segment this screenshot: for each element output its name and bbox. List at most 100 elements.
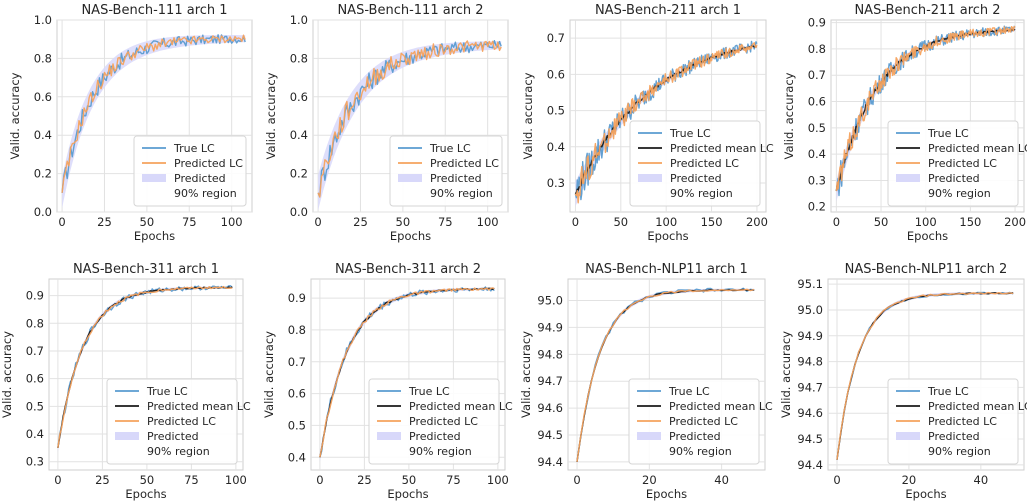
y-tick-label: 0.4 <box>547 140 565 154</box>
x-tick-label: 40 <box>714 473 729 487</box>
legend-entry-label: Predicted <box>670 172 722 185</box>
y-tick-label: 0.6 <box>26 372 44 386</box>
y-tick-label: 95.0 <box>797 303 823 317</box>
y-tick-label: 95.1 <box>797 277 823 291</box>
x-tick-label: 0 <box>572 215 579 229</box>
predicted-lc-line <box>836 291 1014 460</box>
y-tick-label: 0.5 <box>288 418 306 432</box>
legend-entry-label: True LC <box>669 127 711 140</box>
legend-entry-label: Predicted LC <box>174 157 243 170</box>
panel-title: NAS-Bench-NLP11 arch 1 <box>585 262 748 277</box>
y-tick-label: 0.2 <box>34 167 52 181</box>
y-tick-label: 0.5 <box>547 104 565 118</box>
x-axis-label: Epochs <box>125 487 166 501</box>
legend-entry-label: Predicted <box>928 172 980 185</box>
y-tick-label: 0.8 <box>26 316 44 330</box>
y-tick-label: 94.9 <box>537 320 563 334</box>
legend: True LC Predicted mean LC Predicted LC Pred… <box>368 378 513 465</box>
legend-swatch-region <box>896 432 920 440</box>
x-axis-label: Epochs <box>647 229 688 243</box>
panel-title: NAS-Bench-NLP11 arch 2 <box>845 262 1008 277</box>
x-tick-label: 100 <box>477 215 499 229</box>
y-tick-label: 94.9 <box>797 329 823 343</box>
chart-panel: 0 25 50 75 100 0.0 0.2 0.4 0.6 0.8 1.0 NAS-Bench-11… <box>264 3 509 243</box>
legend: True LC Predicted mean LC Predicted LC Pred… <box>106 378 251 465</box>
chart-panel: 0 25 50 75 100 0.4 0.5 0.6 0.7 0.8 0.9 NAS-Bench-31… <box>262 262 513 501</box>
legend-entry-label: Predicted <box>409 430 461 443</box>
legend-swatch-region <box>398 174 422 182</box>
y-tick-label: 94.8 <box>537 347 563 361</box>
y-tick-label: 95.0 <box>537 294 563 308</box>
y-tick-label: 0.7 <box>26 344 44 358</box>
y-tick-label: 1.0 <box>34 13 52 27</box>
x-axis-label: Epochs <box>390 229 431 243</box>
legend-entry-label: Predicted <box>147 430 199 443</box>
predicted-lc-line <box>576 288 755 463</box>
predicted-lc-line <box>835 25 1016 192</box>
y-tick-label: 0.4 <box>288 450 306 464</box>
x-tick-label: 0 <box>833 215 840 229</box>
y-tick-label: 94.4 <box>797 458 823 472</box>
x-tick-label: 50 <box>874 215 889 229</box>
y-axis-label: Valid. accuracy <box>8 72 22 159</box>
x-tick-label: 200 <box>1004 215 1026 229</box>
panel-title: NAS-Bench-211 arch 1 <box>595 3 741 18</box>
legend-entry-label: 90% region <box>409 445 472 458</box>
x-tick-label: 100 <box>225 473 247 487</box>
x-tick-label: 50 <box>402 473 417 487</box>
y-tick-label: 94.5 <box>537 428 563 442</box>
y-tick-label: 0.6 <box>808 95 826 109</box>
y-tick-label: 0.7 <box>288 355 306 369</box>
x-tick-label: 20 <box>902 473 917 487</box>
y-tick-label: 0.6 <box>290 90 308 104</box>
y-tick-label: 0.5 <box>808 121 826 135</box>
true-lc-line <box>61 34 246 193</box>
y-tick-label: 0.6 <box>547 67 565 81</box>
legend-box <box>628 378 760 465</box>
panel-title: NAS-Bench-111 arch 2 <box>337 3 483 18</box>
chart-panel: 0 50 100 150 200 0.2 0.3 0.4 0.5 0.6 0.7 0.8 0.9 NAS-… <box>782 3 1027 243</box>
x-tick-label: 0 <box>58 215 65 229</box>
legend-entry-label: Predicted LC <box>669 415 738 428</box>
legend-swatch-region <box>896 174 920 182</box>
legend-box <box>629 120 761 207</box>
y-tick-label: 94.7 <box>797 380 823 394</box>
legend-box <box>389 135 503 207</box>
legend-entry-label: 90% region <box>147 445 210 458</box>
y-tick-label: 0.2 <box>290 167 308 181</box>
legend-entry-label: 90% region <box>174 187 237 200</box>
x-tick-label: 50 <box>613 215 628 229</box>
y-tick-label: 0.3 <box>26 455 44 469</box>
chart-panel: 0 20 40 94.4 94.5 94.6 94.7 94.8 94.9 95.0 NAS-Ben… <box>519 262 773 501</box>
y-axis-label: Valid. accuracy <box>264 72 278 159</box>
x-tick-label: 200 <box>746 215 768 229</box>
legend-entry-label: Predicted LC <box>430 157 499 170</box>
legend-box <box>133 135 247 207</box>
y-tick-label: 0.7 <box>808 68 826 82</box>
x-tick-label: 0 <box>314 215 321 229</box>
legend-entry-label: Predicted <box>174 172 226 185</box>
chart-panel: 0 25 50 75 100 0.3 0.4 0.5 0.6 0.7 0.8 0.9 NAS-Bench… <box>0 262 251 501</box>
predicted-lc-line <box>574 42 758 204</box>
x-tick-label: 25 <box>357 473 372 487</box>
y-tick-label: 94.4 <box>537 455 563 469</box>
y-tick-label: 0.4 <box>808 147 826 161</box>
x-tick-label: 100 <box>655 215 677 229</box>
y-axis-label: Valid. accuracy <box>782 72 796 159</box>
legend-box <box>106 378 238 465</box>
legend-entry-label: True LC <box>429 142 471 155</box>
x-tick-label: 100 <box>487 473 509 487</box>
y-tick-label: 0.6 <box>34 90 52 104</box>
y-tick-label: 0.7 <box>547 31 565 45</box>
legend-entry-label: True LC <box>927 127 969 140</box>
y-axis-label: Valid. accuracy <box>779 331 793 418</box>
legend-entry-label: Predicted LC <box>928 415 997 428</box>
y-tick-label: 0.9 <box>808 16 826 30</box>
x-tick-label: 0 <box>573 473 580 487</box>
legend-box <box>887 378 1019 465</box>
x-tick-label: 75 <box>446 473 461 487</box>
predicted-lc-line <box>317 40 502 198</box>
panel-title: NAS-Bench-311 arch 1 <box>73 262 219 277</box>
legend-entry-label: 90% region <box>430 187 493 200</box>
